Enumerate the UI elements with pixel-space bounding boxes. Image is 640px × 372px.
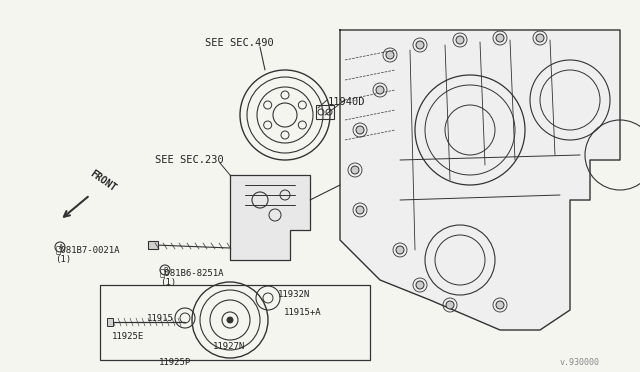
Circle shape	[536, 34, 544, 42]
Circle shape	[351, 166, 359, 174]
Circle shape	[227, 317, 233, 323]
Bar	[316, 105, 334, 119]
Circle shape	[496, 34, 504, 42]
Circle shape	[416, 41, 424, 49]
Circle shape	[376, 86, 384, 94]
Circle shape	[446, 301, 454, 309]
Bar	[100, 285, 370, 360]
Text: B: B	[164, 267, 168, 273]
Text: FRONT: FRONT	[88, 168, 118, 193]
Text: 11915+A: 11915+A	[284, 308, 322, 317]
Circle shape	[396, 246, 404, 254]
Circle shape	[386, 51, 394, 59]
Text: 11927N: 11927N	[213, 342, 245, 351]
Text: ①081B7-0021A
(1): ①081B7-0021A (1)	[55, 245, 120, 264]
Text: v.930000: v.930000	[560, 358, 600, 367]
Text: 11915: 11915	[147, 314, 174, 323]
Text: 11925P: 11925P	[159, 358, 191, 367]
Text: SEE SEC.230: SEE SEC.230	[155, 155, 224, 165]
Text: ②081B6-8251A
(1): ②081B6-8251A (1)	[160, 268, 225, 288]
Text: 11932N: 11932N	[278, 290, 310, 299]
Circle shape	[356, 126, 364, 134]
Text: A: A	[59, 244, 63, 250]
Polygon shape	[230, 175, 310, 260]
Bar	[148, 241, 158, 249]
Circle shape	[416, 281, 424, 289]
Circle shape	[456, 36, 464, 44]
Text: 11925E: 11925E	[112, 332, 144, 341]
Bar	[107, 318, 113, 326]
Text: SEE SEC.490: SEE SEC.490	[205, 38, 274, 48]
Circle shape	[496, 301, 504, 309]
Circle shape	[356, 206, 364, 214]
Text: 11940D: 11940D	[328, 97, 365, 107]
Polygon shape	[340, 30, 620, 330]
